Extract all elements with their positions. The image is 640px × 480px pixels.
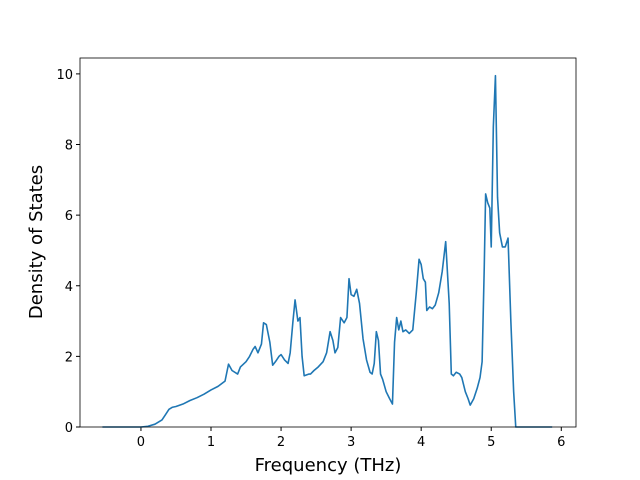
y-tick-label: 0 xyxy=(65,421,73,436)
x-tick-label: 2 xyxy=(277,435,285,450)
y-axis-label: Density of States xyxy=(26,165,47,319)
x-tick-label: 4 xyxy=(417,435,425,450)
x-tick-label: 3 xyxy=(347,435,355,450)
x-tick-label: 6 xyxy=(557,435,565,450)
y-tick-label: 8 xyxy=(65,139,73,154)
plot-frame xyxy=(79,57,577,428)
x-tick-label: 1 xyxy=(207,435,215,450)
dos-line xyxy=(102,74,553,428)
y-tick-label: 4 xyxy=(65,280,73,295)
x-tick-label: 0 xyxy=(137,435,145,450)
x-tick-label: 5 xyxy=(487,435,495,450)
y-tick-label: 2 xyxy=(65,350,73,365)
x-axis-label: Frequency (THz) xyxy=(255,455,402,476)
y-tick-label: 6 xyxy=(65,209,73,224)
y-tick-label: 10 xyxy=(56,68,73,83)
